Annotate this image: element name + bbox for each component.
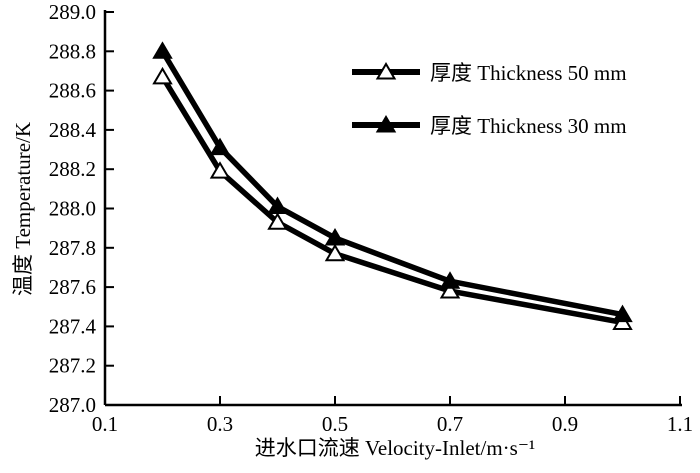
x-tick-label: 0.3	[207, 412, 233, 436]
y-tick-label: 288.2	[49, 157, 96, 181]
y-tick-label: 288.6	[49, 79, 96, 103]
y-tick-label: 287.2	[49, 354, 96, 378]
y-tick-label: 288.4	[49, 118, 97, 142]
open-triangle-marker	[267, 212, 288, 230]
y-tick-label: 289.0	[49, 0, 96, 24]
x-tick-label: 0.1	[92, 412, 118, 436]
legend-label: 厚度 Thickness 50 mm	[430, 61, 627, 85]
series-line-0	[160, 75, 623, 326]
y-tick-label: 288.0	[49, 197, 96, 221]
open-triangle-marker	[324, 243, 346, 262]
filled-triangle-marker	[267, 196, 288, 215]
legend-label: 厚度 Thickness 30 mm	[430, 114, 627, 138]
x-tick-label: 0.5	[322, 412, 348, 436]
y-tick-label: 287.8	[49, 236, 96, 260]
x-axis-title: 进水口流速 Velocity-Inlet/m·s⁻¹	[254, 436, 536, 460]
y-tick-label: 287.0	[49, 393, 96, 417]
open-triangle-marker	[152, 66, 173, 85]
x-tick-label: 0.7	[437, 412, 463, 436]
x-tick-label: 0.9	[552, 412, 578, 436]
open-triangle-marker	[209, 161, 231, 179]
y-tick-label: 287.4	[49, 314, 97, 338]
filled-triangle-marker	[209, 137, 231, 156]
filled-triangle-marker	[152, 41, 173, 59]
y-tick-label: 288.8	[49, 39, 96, 63]
x-tick-label: 1.1	[667, 412, 693, 436]
open-triangle-marker	[439, 281, 461, 299]
open-triangle-marker	[375, 62, 397, 80]
y-axis-title: 温度 Temperature/K	[11, 121, 35, 297]
series-line-1	[160, 49, 624, 318]
filled-triangle-marker	[375, 115, 397, 133]
filled-triangle-marker	[439, 271, 461, 289]
filled-triangle-marker	[612, 304, 633, 323]
y-tick-label: 287.6	[49, 275, 96, 299]
filled-triangle-marker	[324, 227, 346, 246]
